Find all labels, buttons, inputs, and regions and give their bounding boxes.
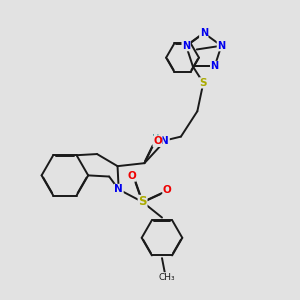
Text: S: S [200, 78, 207, 88]
Text: N: N [211, 61, 219, 71]
Text: O: O [153, 136, 162, 146]
Text: N: N [160, 136, 169, 146]
Text: O: O [127, 171, 136, 181]
Text: N: N [200, 28, 208, 38]
Text: O: O [163, 185, 172, 195]
Text: N: N [217, 41, 225, 51]
Text: N: N [114, 184, 123, 194]
Text: H: H [152, 134, 160, 144]
Text: S: S [138, 196, 147, 208]
Text: CH₃: CH₃ [158, 273, 175, 282]
Text: N: N [182, 41, 190, 51]
